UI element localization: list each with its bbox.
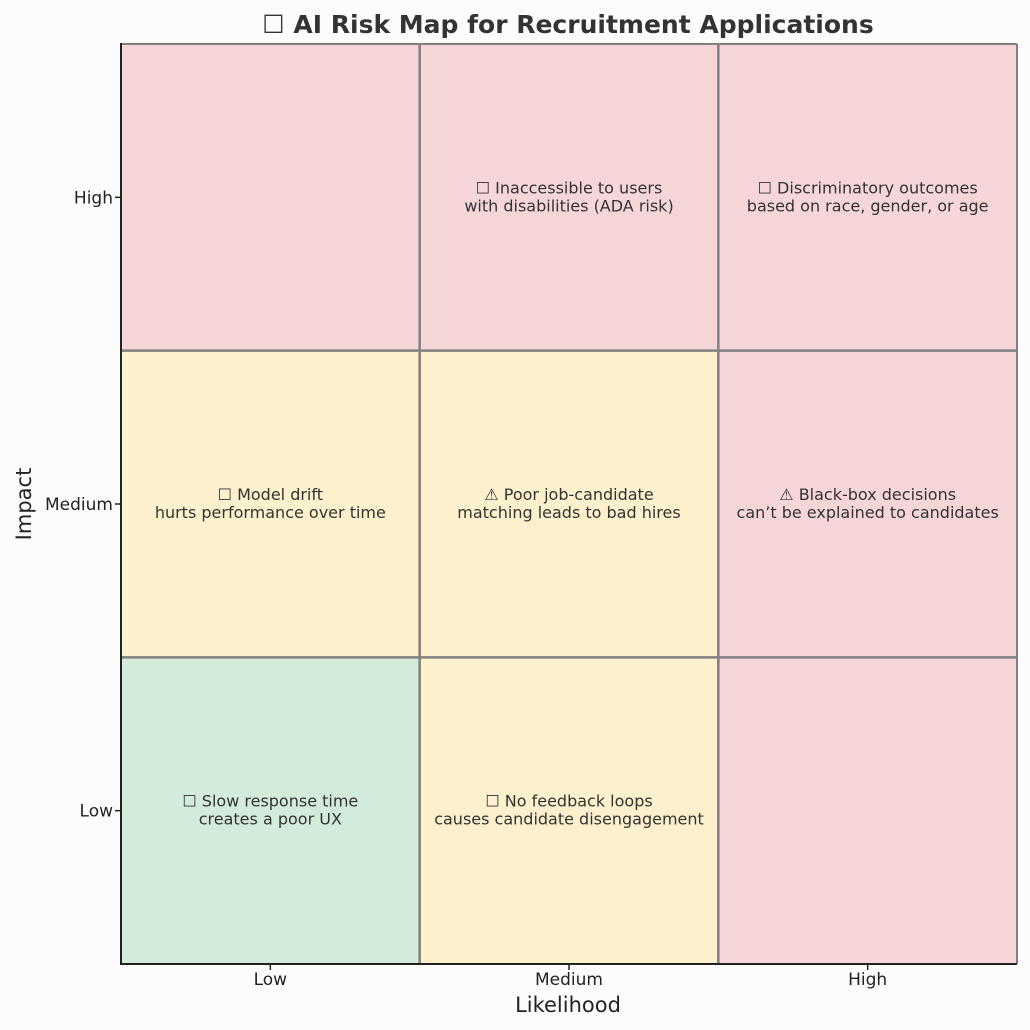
risk-label-line: ⚠ Poor job-candidate [484,485,653,504]
y-tick-label-medium: Medium [45,495,113,515]
chart-title: ☐ AI Risk Map for Recruitment Applicatio… [262,10,873,39]
cell-high-likelihood-medium-impact [718,350,1017,658]
x-tick-label-medium: Medium [535,970,603,990]
risk-label-line: with disabilities (ADA risk) [464,196,673,215]
risk-label-medium-low: ☐ No feedback loops causes candidate dise… [434,792,704,829]
risk-label-line: ☐ No feedback loops [485,792,652,811]
risk-label-line: ☐ Discriminatory outcomes [758,178,978,197]
risk-label-low-low: ☐ Slow response time creates a poor UX [182,792,358,829]
cell-low-likelihood-medium-impact [121,350,420,658]
risk-label-medium-medium: ⚠ Poor job-candidate matching leads to ba… [457,485,680,522]
risk-label-medium-high: ☐ Inaccessible to users with disabilities… [464,178,673,215]
risk-label-line: ☐ Inaccessible to users [476,178,663,197]
cell-high-likelihood-high-impact [718,44,1017,351]
cell-medium-likelihood-high-impact [419,44,719,351]
cell-medium-likelihood-low-impact [419,657,719,964]
x-tick-label-low: Low [254,970,288,990]
axis-ticks: Low Medium High Low Medium High [45,188,887,990]
cell-low-likelihood-high-impact [121,44,420,351]
cell-medium-likelihood-medium-impact [419,350,719,658]
risk-label-high-medium: ⚠ Black-box decisions can’t be explained … [737,485,999,522]
risk-label-high-high: ☐ Discriminatory outcomes based on race, … [747,178,989,215]
x-axis-label: Likelihood [515,993,621,1017]
cell-low-likelihood-low-impact [121,657,420,964]
risk-label-low-medium: ☐ Model drift hurts performance over time [155,485,386,522]
risk-label-line: creates a poor UX [199,810,342,829]
y-axis-label: Impact [12,468,36,541]
risk-label-line: can’t be explained to candidates [737,503,999,522]
risk-label-line: ☐ Slow response time [182,792,358,811]
risk-grid: ☐ Inaccessible to users with disabilities… [120,43,1018,965]
risk-label-line: hurts performance over time [155,503,386,522]
x-tick-label-high: High [848,970,887,990]
y-tick-label-high: High [74,188,113,208]
risk-label-line: ⚠ Black-box decisions [779,485,956,504]
cell-high-likelihood-low-impact [718,657,1017,964]
risk-label-line: based on race, gender, or age [747,196,989,215]
risk-label-line: matching leads to bad hires [457,503,680,522]
y-tick-label-low: Low [80,802,114,822]
risk-label-line: causes candidate disengagement [434,810,704,829]
risk-label-line: ☐ Model drift [218,485,323,504]
